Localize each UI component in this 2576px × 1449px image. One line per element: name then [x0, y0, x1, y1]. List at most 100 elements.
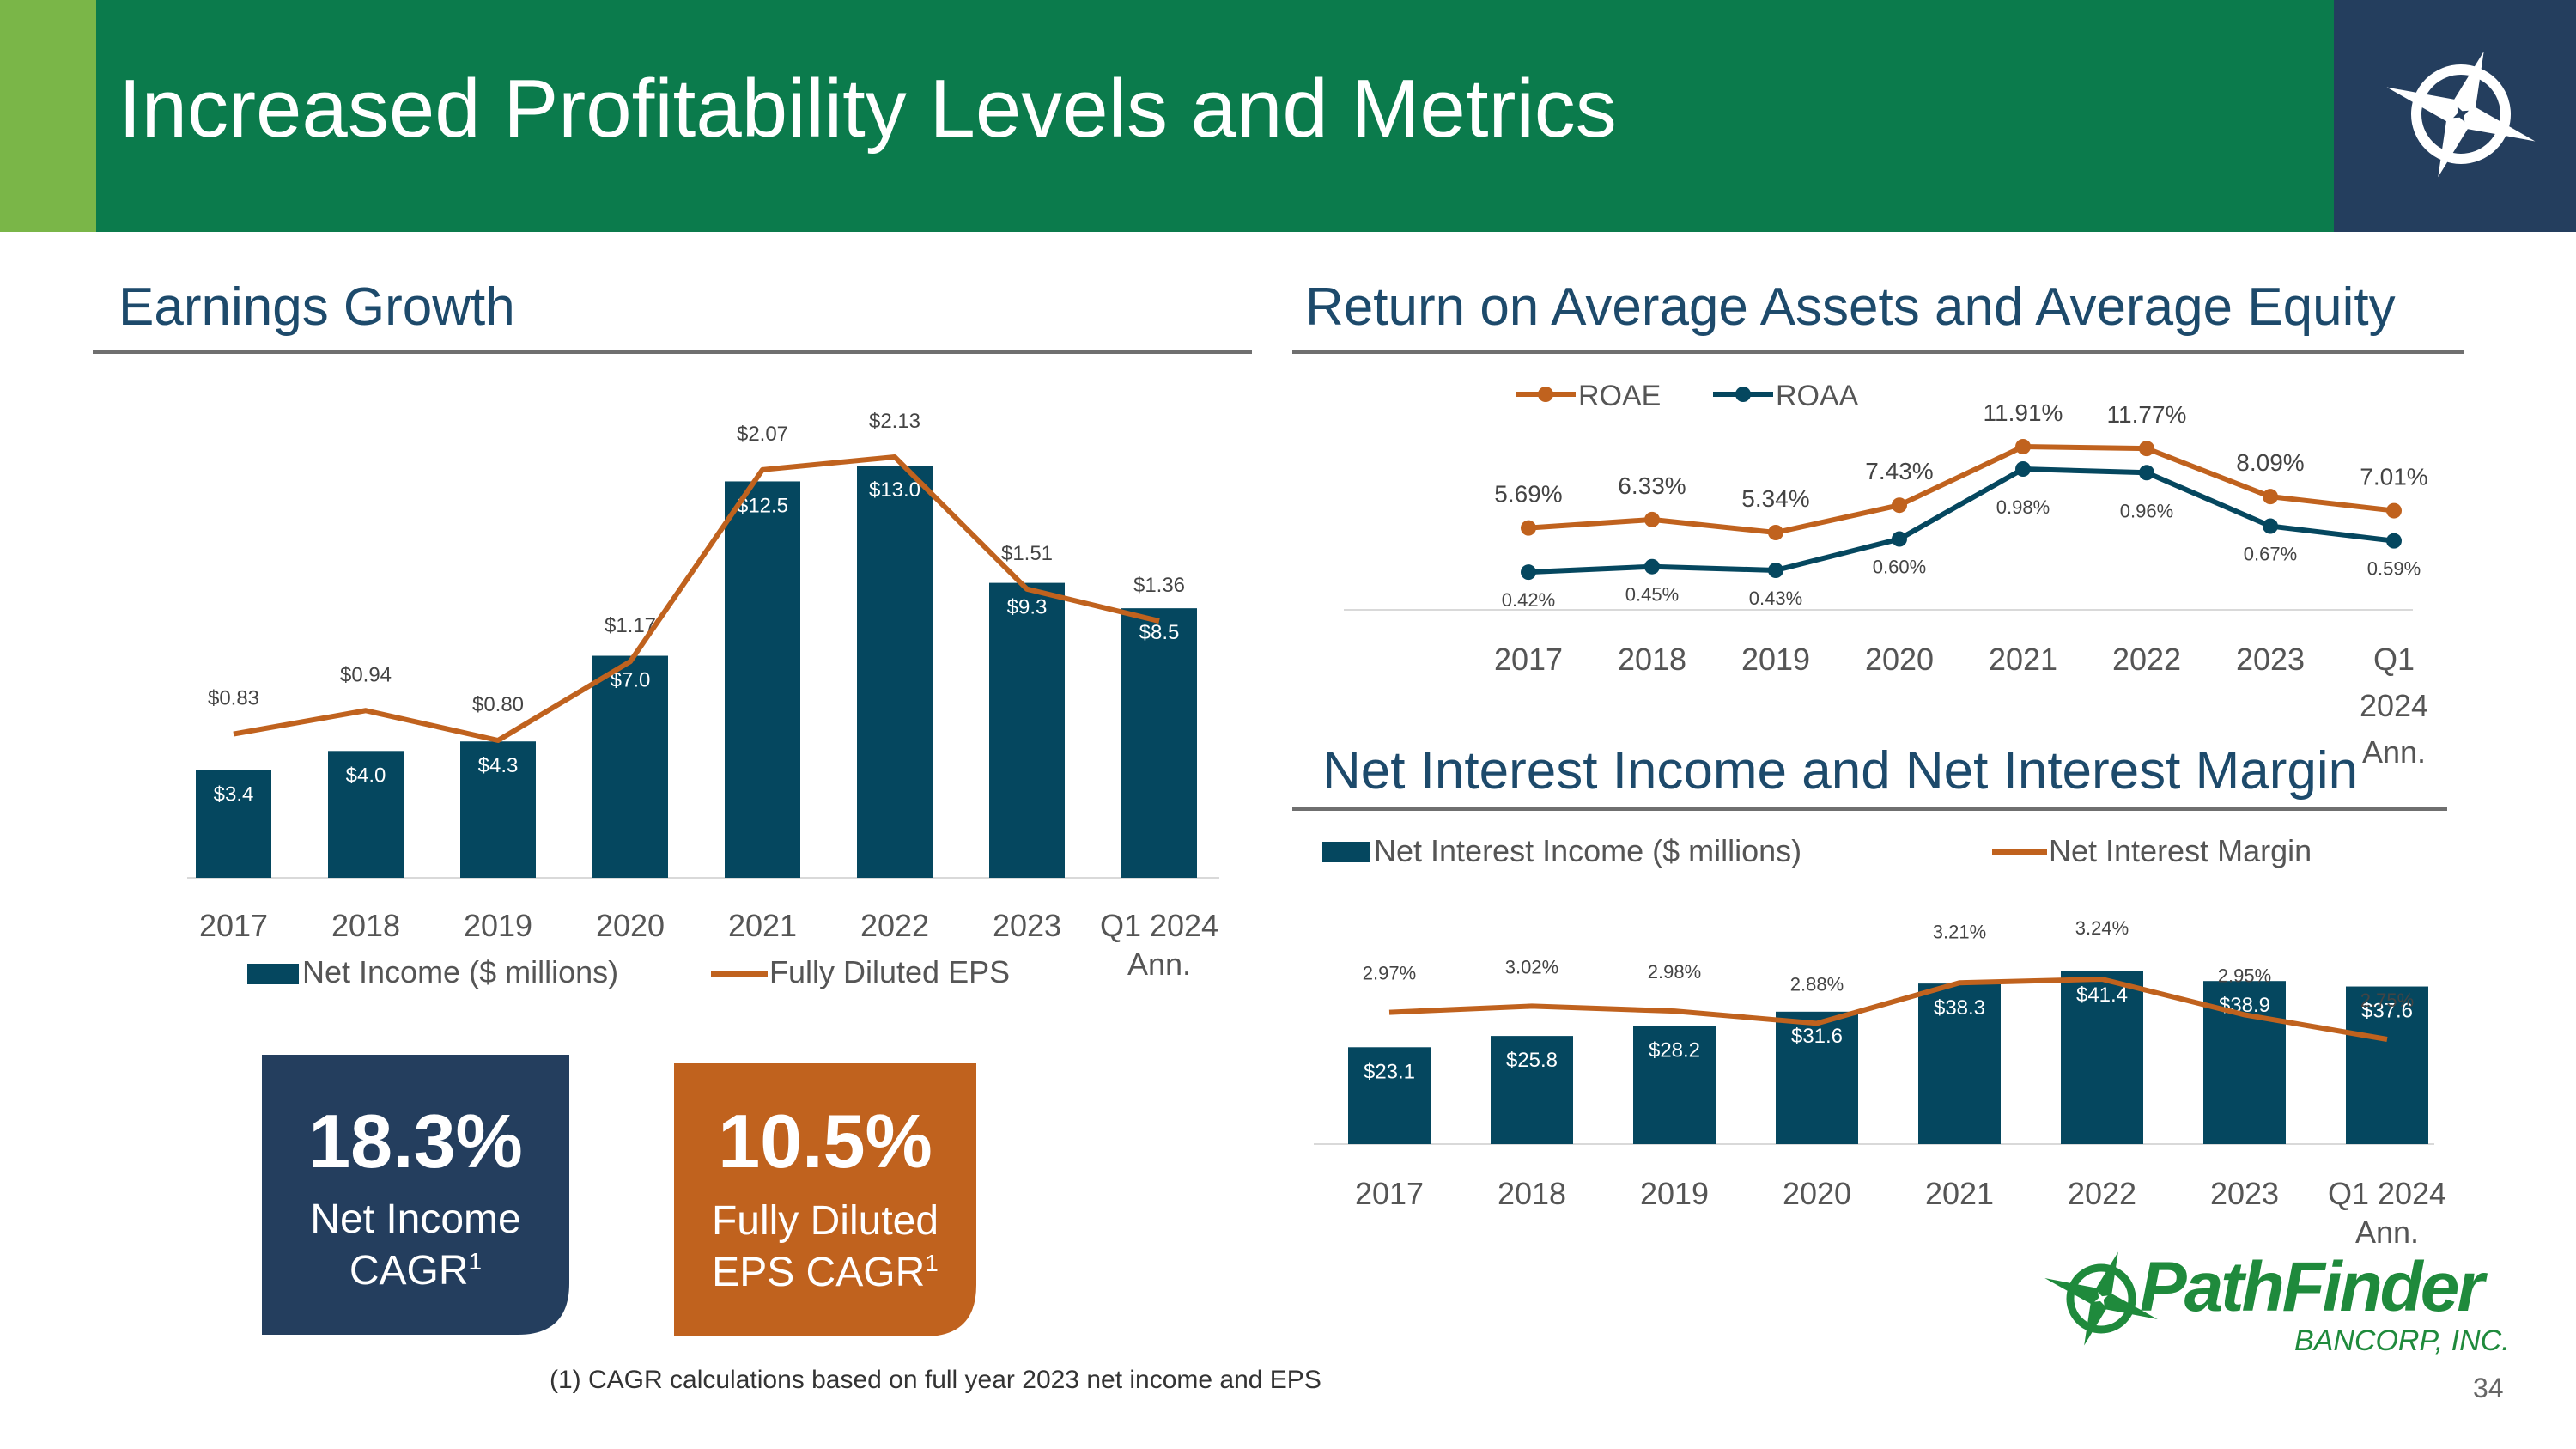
- roaa-point: [2263, 518, 2278, 534]
- earnings-bar: [196, 770, 271, 878]
- roaa-value-label: 0.67%: [2244, 544, 2297, 565]
- compass-star-icon: [2386, 51, 2536, 178]
- roaa-value-label: 0.42%: [1502, 589, 1555, 611]
- nii-category-label: 2017: [1355, 1176, 1424, 1211]
- nii-margin-label: 2.95%: [2218, 965, 2271, 986]
- roae-value-label: 5.69%: [1494, 481, 1562, 508]
- earnings-bar-label: $7.0: [611, 669, 651, 692]
- nii-bar: [1776, 1011, 1858, 1144]
- earnings-eps-label: $1.51: [1001, 542, 1053, 565]
- nii-bar-label: $37.6: [2361, 1000, 2413, 1023]
- roae-value-label: 11.91%: [1984, 399, 2063, 426]
- pathfinder-logo: PathFinder BANCORP, INC.: [2037, 1245, 2510, 1357]
- returns-category-label: 2019: [1741, 642, 1810, 677]
- net-income-cagr-value: 18.3%: [308, 1099, 523, 1184]
- earnings-section-title: Earnings Growth: [118, 277, 515, 337]
- earnings-bar-label: $4.3: [478, 754, 519, 777]
- nii-bar-label: $31.6: [1791, 1025, 1843, 1048]
- earnings-bar: [460, 741, 536, 878]
- eps-cagr-footnote-mark: 1: [925, 1250, 939, 1276]
- earnings-eps-label: $0.94: [340, 663, 392, 686]
- page-number: 34: [2473, 1373, 2504, 1403]
- nii-category-label: 2018: [1498, 1176, 1566, 1211]
- logo-wordmark: PathFinder: [2140, 1248, 2484, 1326]
- eps-cagr-card: 10.5% Fully Diluted EPS CAGR1: [674, 1063, 976, 1336]
- roae-value-label: 7.43%: [1865, 458, 1933, 484]
- roaa-value-label: 0.45%: [1625, 584, 1679, 606]
- roaa-value-label: 0.43%: [1749, 588, 1802, 609]
- earnings-legend-line-label: Fully Diluted EPS: [769, 954, 1010, 989]
- roae-value-label: 8.09%: [2236, 449, 2304, 476]
- nii-bar-label: $28.2: [1649, 1038, 1700, 1062]
- roae-value-label: 11.77%: [2107, 401, 2187, 428]
- nii-margin-label: 2.75%: [2360, 989, 2414, 1011]
- eps-cagr-label2: EPS CAGR: [712, 1250, 926, 1295]
- earnings-eps-label: $2.07: [737, 423, 788, 446]
- nii-category-label: 2021: [1925, 1176, 1994, 1211]
- earnings-bar: [725, 481, 800, 878]
- nii-bar: [2061, 971, 2143, 1144]
- earnings-eps-label: $0.83: [208, 687, 259, 710]
- nii-legend-bar-swatch: [1322, 842, 1370, 862]
- roae-point: [1644, 511, 1660, 527]
- roae-value-label: 5.34%: [1741, 485, 1809, 512]
- nii-category-label: Q1 2024 Ann.: [2328, 1176, 2446, 1250]
- earnings-bar-label: $3.4: [214, 782, 254, 806]
- roaa-point: [1768, 563, 1783, 578]
- nii-bar: [1491, 1036, 1573, 1144]
- nii-margin-line: [1388, 977, 2388, 1042]
- roaa-point: [2139, 465, 2154, 481]
- earnings-bar: [592, 655, 668, 878]
- nii-section-title: Net Interest Income and Net Interest Mar…: [1322, 741, 2359, 801]
- nii-category-label: 2023: [2210, 1176, 2279, 1211]
- slide-title: Increased Profitability Levels and Metri…: [118, 63, 1617, 155]
- returns-category-label: 2023: [2236, 642, 2305, 677]
- roaa-value-label: 0.98%: [1996, 496, 2050, 518]
- roae-point: [2386, 502, 2402, 519]
- earnings-category-label: 2020: [596, 908, 665, 943]
- earnings-bar-label: $9.3: [1007, 596, 1048, 619]
- roaa-point: [1521, 564, 1536, 581]
- roae-point: [2263, 489, 2278, 505]
- earnings-category-label: Q1 2024 Ann.: [1100, 908, 1218, 982]
- earnings-bar-label: $13.0: [869, 478, 920, 502]
- earnings-legend-bar-label: Net Income ($ millions): [302, 954, 618, 989]
- net-income-cagr-label1: Net Income: [310, 1196, 521, 1242]
- returns-legend-roae-marker: [1538, 387, 1553, 402]
- returns-legend-roaa-marker: [1735, 387, 1751, 402]
- earnings-bar-label: $4.0: [346, 764, 386, 787]
- earnings-bar: [328, 751, 404, 878]
- net-income-cagr-card: 18.3% Net Income CAGR1: [262, 1055, 569, 1335]
- returns-legend-roaa-label: ROAA: [1776, 380, 1859, 412]
- net-income-cagr-label2: CAGR: [349, 1248, 469, 1294]
- roae-point: [1892, 497, 1907, 514]
- returns-section-title: Return on Average Assets and Average Equ…: [1305, 277, 2396, 337]
- net-income-cagr-footnote-mark: 1: [468, 1248, 483, 1275]
- roae-point: [2015, 439, 2031, 454]
- nii-bar: [1348, 1047, 1431, 1144]
- earnings-eps-line: [233, 454, 1160, 743]
- roae-value-label: 7.01%: [2360, 464, 2427, 490]
- eps-cagr-label1: Fully Diluted: [711, 1198, 939, 1244]
- roae-value-label: 6.33%: [1618, 472, 1686, 499]
- nii-margin-label: 2.98%: [1648, 961, 1701, 983]
- returns-legend-roae-label: ROAE: [1578, 380, 1661, 412]
- nii-bar: [1918, 983, 2001, 1144]
- nii-margin-label: 2.88%: [1790, 973, 1844, 995]
- returns-category-label: Q1 2024 Ann.: [2360, 642, 2428, 770]
- earnings-bar: [857, 466, 933, 878]
- earnings-divider: [93, 350, 1252, 354]
- nii-bar: [1633, 1026, 1716, 1144]
- returns-category-label: 2020: [1865, 642, 1934, 677]
- earnings-eps-label: $0.80: [472, 693, 524, 716]
- roaa-value-label: 0.59%: [2367, 558, 2421, 580]
- roae-point: [1521, 520, 1536, 536]
- earnings-bar: [989, 582, 1065, 878]
- header-band: [0, 0, 2576, 232]
- earnings-bar: [1121, 608, 1197, 878]
- roae-line: [1528, 443, 2395, 536]
- roaa-point: [1644, 558, 1660, 575]
